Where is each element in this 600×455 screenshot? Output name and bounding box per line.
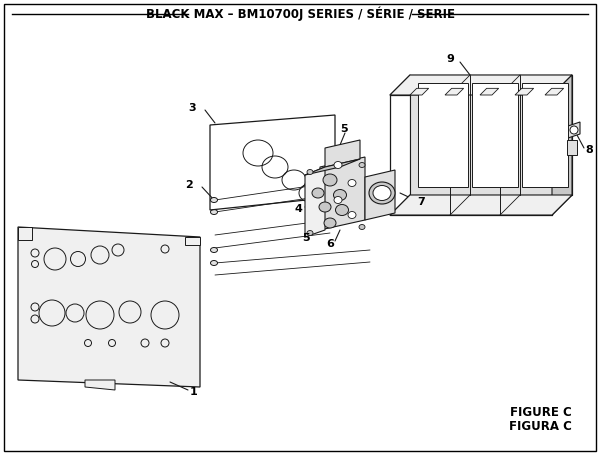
Polygon shape	[568, 122, 580, 138]
Text: 6: 6	[326, 239, 334, 249]
Ellipse shape	[570, 126, 578, 134]
Polygon shape	[515, 88, 533, 95]
Text: FIGURA C: FIGURA C	[509, 420, 572, 434]
Ellipse shape	[373, 186, 391, 201]
Ellipse shape	[348, 212, 356, 218]
FancyBboxPatch shape	[4, 4, 596, 451]
Polygon shape	[305, 159, 360, 175]
Ellipse shape	[335, 204, 349, 216]
Polygon shape	[325, 140, 360, 167]
Polygon shape	[552, 75, 572, 215]
Polygon shape	[185, 237, 200, 245]
Polygon shape	[390, 75, 572, 95]
Polygon shape	[85, 380, 115, 390]
Polygon shape	[305, 167, 325, 237]
Ellipse shape	[312, 188, 324, 198]
Polygon shape	[522, 83, 568, 187]
Text: 5: 5	[340, 124, 348, 134]
Polygon shape	[545, 88, 563, 95]
Ellipse shape	[319, 202, 331, 212]
Text: 7: 7	[417, 197, 425, 207]
Polygon shape	[480, 88, 499, 95]
Text: 8: 8	[585, 145, 593, 155]
Polygon shape	[445, 88, 464, 95]
Text: 1: 1	[190, 387, 198, 397]
Ellipse shape	[211, 209, 218, 214]
Text: BLACK MAX – BM10700J SERIES / SÉRIE / SERIE: BLACK MAX – BM10700J SERIES / SÉRIE / SE…	[146, 7, 455, 21]
Ellipse shape	[211, 248, 218, 253]
Polygon shape	[567, 140, 577, 155]
Ellipse shape	[307, 170, 313, 175]
Ellipse shape	[211, 261, 218, 266]
Text: 9: 9	[446, 54, 454, 64]
Text: 5: 5	[302, 233, 310, 243]
Polygon shape	[410, 88, 428, 95]
Ellipse shape	[348, 180, 356, 187]
Text: FIGURE C: FIGURE C	[510, 406, 572, 420]
Ellipse shape	[369, 182, 395, 204]
Polygon shape	[365, 170, 395, 220]
Ellipse shape	[334, 162, 342, 168]
Ellipse shape	[334, 189, 347, 201]
Polygon shape	[418, 83, 468, 187]
Text: 2: 2	[185, 180, 193, 190]
Ellipse shape	[334, 197, 342, 203]
Ellipse shape	[359, 224, 365, 229]
Ellipse shape	[307, 231, 313, 236]
Text: 3: 3	[188, 103, 196, 113]
Text: 4: 4	[294, 204, 302, 214]
Ellipse shape	[324, 218, 336, 228]
Ellipse shape	[211, 197, 218, 202]
Polygon shape	[410, 75, 572, 195]
Polygon shape	[320, 157, 365, 230]
Polygon shape	[390, 195, 572, 215]
Ellipse shape	[359, 162, 365, 167]
Polygon shape	[472, 83, 518, 187]
Polygon shape	[18, 227, 32, 240]
Polygon shape	[18, 227, 200, 387]
Ellipse shape	[323, 174, 337, 186]
